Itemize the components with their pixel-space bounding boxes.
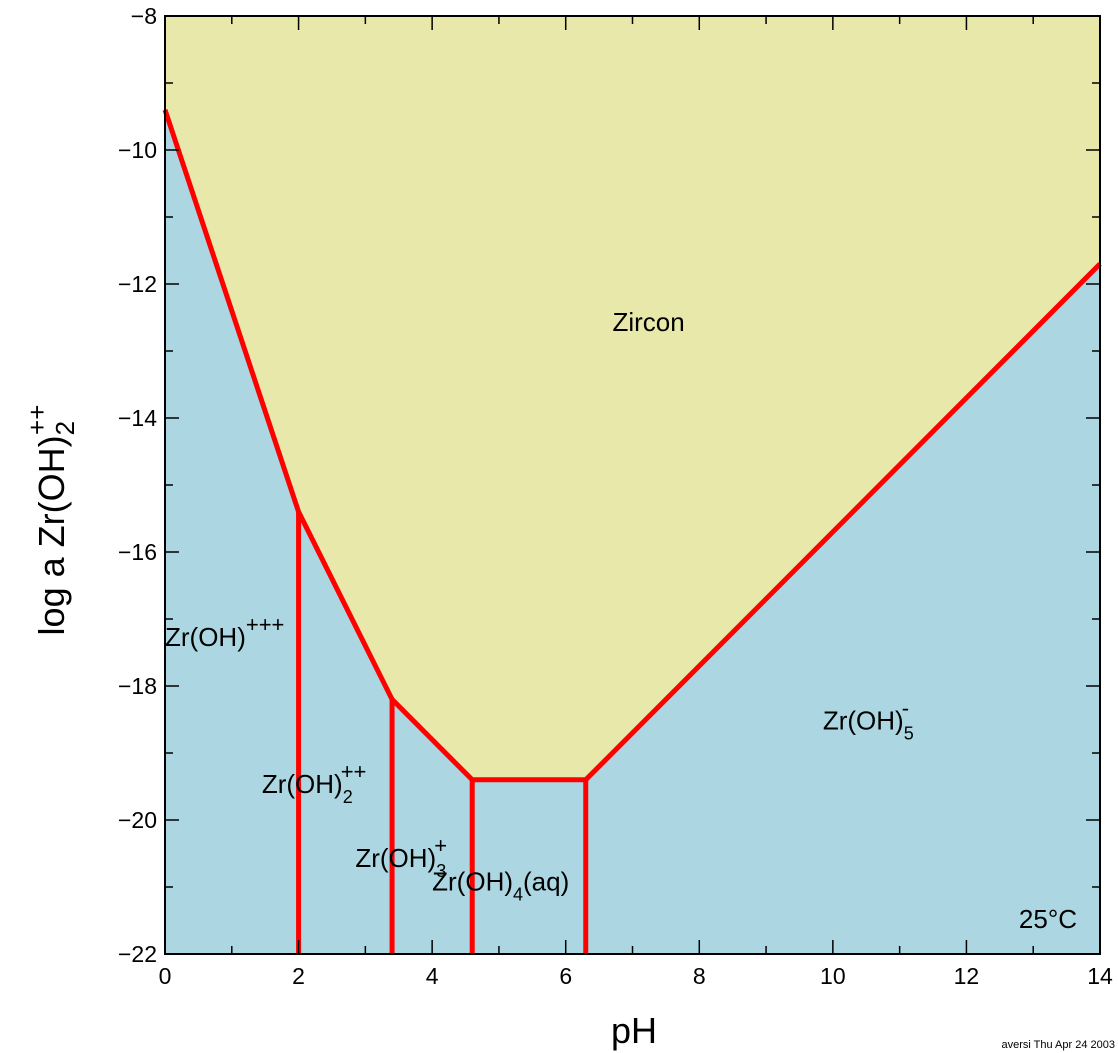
x-tick-label: 4 [426,963,439,989]
y-tick-label: −12 [118,271,157,297]
y-tick-label: −8 [131,3,157,29]
field-label: Zircon [612,307,684,337]
footer-credit: aversi Thu Apr 24 2003 [1001,1039,1115,1051]
field-label: Zr(OH)3+ [355,833,447,881]
y-tick-label: −18 [118,673,157,699]
x-tick-label: 2 [292,963,305,989]
field-label: Zr(OH)4(aq) [432,866,569,904]
y-tick-label: −10 [118,137,157,163]
x-tick-label: 14 [1087,963,1113,989]
field-label: Zr(OH)+++ [165,612,284,652]
plot-area [162,15,1102,955]
x-axis-title: pH [611,1010,657,1051]
x-tick-label: 12 [954,963,980,989]
x-tick-label: 10 [820,963,846,989]
x-tick-label: 6 [559,963,572,989]
x-tick-label: 0 [159,963,172,989]
y-tick-label: −22 [118,941,157,967]
y-tick-label: −16 [118,539,157,565]
region-labels: Zircon Zr(OH)+++ Zr(OH)2++ Zr(OH)3+Zr(OH)4(… [165,307,914,904]
y-axis-title-prefix: log a Zr(OH) [31,435,72,635]
axis-ticks: 0 2 4 6 8 10 12 14 −22 −20 −18 −16 −14 −12 −10 −8 [118,3,1113,989]
zircon-boundary-line [162,109,1102,783]
field-label: Zr(OH)2++ [262,759,367,807]
x-tick-label: 8 [693,963,706,989]
y-axis-title: log a Zr(OH)2++ [22,405,80,636]
zircon-field [165,16,1100,780]
field-label: Zr(OH)5- [823,696,914,744]
y-axis-title-sup: ++ [22,405,52,435]
y-axis-title-sub: 2 [50,421,80,435]
y-tick-label: −20 [118,807,157,833]
temperature-annotation: 25°C [1019,904,1077,934]
y-tick-label: −14 [118,405,157,431]
